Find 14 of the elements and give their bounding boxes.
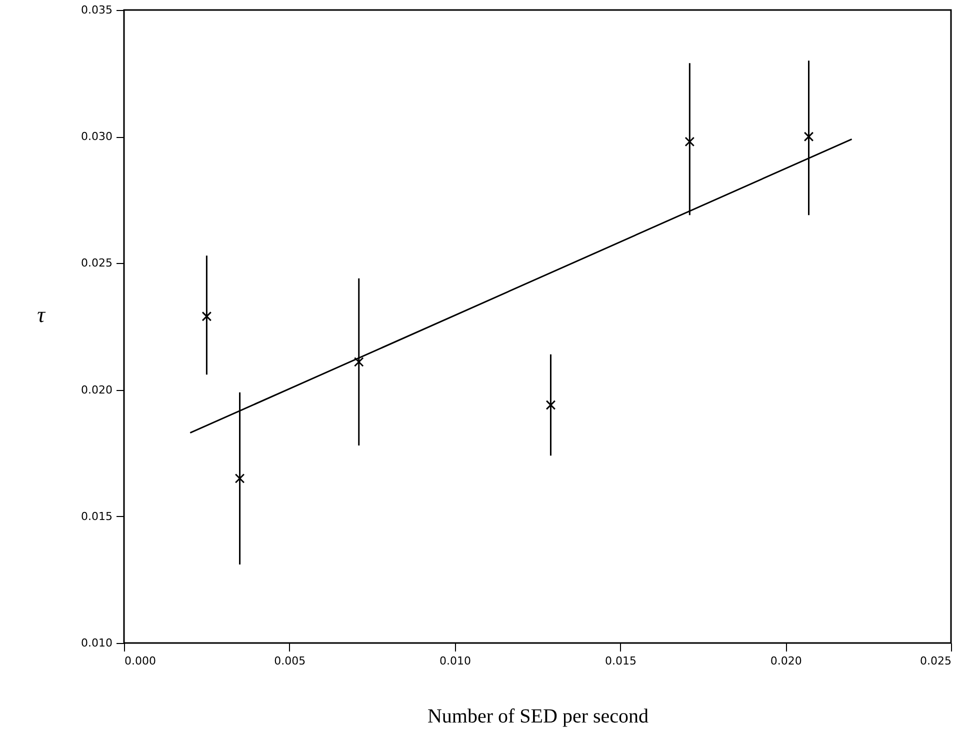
y-tick-label: 0.035 [81, 4, 112, 16]
y-axis-title: τ [37, 302, 46, 327]
y-tick-label: 0.030 [81, 130, 112, 144]
x-tick-label: 0.005 [274, 654, 306, 668]
x-tick-label: 0.020 [770, 654, 802, 668]
y-tick-label: 0.025 [81, 256, 112, 270]
y-tick-label: 0.020 [81, 383, 112, 396]
y-tick-label: 0.010 [81, 636, 112, 650]
x-tick-label: 0.010 [440, 654, 472, 668]
x-tick-label: 0.015 [604, 654, 636, 668]
y-tick-label: 0.015 [81, 510, 112, 523]
x-axis-title: Number of SED per second [427, 706, 649, 728]
x-tick-label: 0.025 [920, 654, 952, 668]
x-tick-label: 0.000 [124, 654, 156, 668]
